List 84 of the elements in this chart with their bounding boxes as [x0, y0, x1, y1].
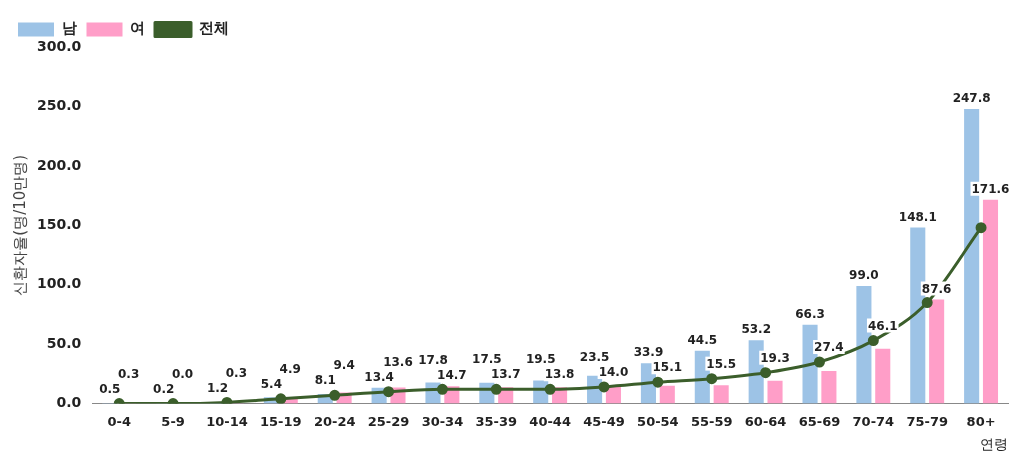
data-label: 1.2: [206, 380, 229, 395]
x-tick-label: 30-34: [421, 413, 464, 429]
data-label: 0.3: [225, 365, 248, 380]
point: [436, 383, 448, 395]
bar: [929, 299, 945, 404]
data-label: 0.5: [99, 381, 121, 396]
data-label: 87.6: [921, 281, 952, 296]
y-tick-label: 150.0: [36, 215, 82, 232]
data-label: 19.5: [525, 352, 556, 367]
point: [867, 335, 879, 347]
data-label: 247.8: [952, 91, 991, 106]
data-label: 19.3: [760, 350, 790, 365]
x-tick-label: 40-44: [529, 413, 571, 429]
x-tick-label: 20-24: [313, 413, 356, 429]
x-tick-label: 25-29: [367, 413, 410, 429]
point: [760, 367, 772, 379]
bar: [875, 348, 891, 404]
point: [921, 297, 933, 309]
x-tick-label: 10-14: [206, 413, 248, 429]
data-label: 0.2: [153, 381, 175, 396]
y-tick-label: 250.0: [36, 97, 82, 114]
data-label: 99.0: [849, 268, 879, 283]
point: [598, 381, 610, 393]
y-axis-title: 신환자율(명/10만명): [10, 154, 29, 296]
y-tick-label: 300.0: [36, 37, 82, 54]
data-label: 17.5: [472, 352, 502, 367]
legend-label: 남: [61, 19, 77, 38]
x-axis-title: 연령: [980, 436, 1008, 453]
data-label: 9.4: [333, 358, 355, 373]
data-label: 4.9: [279, 361, 301, 376]
x-tick-label: 65-69: [798, 413, 841, 429]
data-label: 46.1: [867, 318, 898, 333]
data-label: 13.6: [383, 354, 413, 369]
data-label: 171.6: [971, 181, 1010, 196]
data-label: 0.0: [171, 366, 194, 381]
legend-label: 여: [130, 19, 145, 38]
x-tick-label: 5-9: [161, 413, 185, 429]
data-label: 23.5: [579, 350, 610, 365]
point: [975, 222, 987, 234]
x-tick-label: 0-4: [107, 413, 131, 429]
point: [275, 393, 287, 404]
x-tick-label: 15-19: [260, 413, 302, 429]
x-tick-label: 35-39: [475, 413, 518, 429]
x-tick-label: 80+: [966, 413, 996, 429]
x-tick-label: 45-49: [583, 413, 625, 429]
data-label: 27.4: [814, 340, 844, 355]
y-tick-label: 0.0: [56, 394, 82, 411]
data-label: 13.8: [544, 367, 575, 382]
data-label: 33.9: [633, 345, 664, 360]
data-label: 15.5: [706, 356, 736, 371]
data-label: 148.1: [898, 209, 937, 224]
x-tick-label: 60-64: [744, 413, 787, 429]
data-label: 13.4: [364, 369, 394, 384]
bar: [713, 385, 729, 404]
point: [329, 389, 341, 401]
point: [383, 386, 395, 398]
bar: [767, 380, 783, 404]
point: [490, 383, 502, 395]
point: [813, 356, 825, 368]
y-tick-label: 100.0: [36, 275, 82, 292]
data-label: 14.7: [437, 368, 467, 383]
data-label: 44.5: [687, 332, 718, 347]
data-label: 0.3: [118, 366, 140, 381]
data-label: 17.8: [418, 353, 448, 368]
bar: [659, 385, 675, 404]
data-label: 66.3: [795, 306, 825, 321]
point: [544, 383, 556, 395]
bar: [821, 371, 837, 404]
y-tick-label: 50.0: [46, 334, 82, 351]
data-label: 8.1: [314, 373, 336, 388]
data-label: 5.4: [260, 376, 283, 391]
x-tick-label: 50-54: [637, 413, 679, 429]
data-label: 15.1: [652, 360, 683, 375]
point: [652, 376, 664, 388]
x-tick-label: 70-74: [852, 413, 895, 429]
data-label: 14.0: [598, 365, 629, 380]
data-label: 53.2: [741, 322, 771, 337]
bar: [982, 199, 999, 404]
y-tick-label: 200.0: [36, 156, 82, 173]
point: [706, 373, 718, 385]
x-tick-label: 75-79: [906, 413, 948, 429]
data-label: 13.7: [490, 367, 521, 382]
x-tick-label: 55-59: [690, 413, 733, 429]
legend-label: 전체: [198, 19, 229, 38]
